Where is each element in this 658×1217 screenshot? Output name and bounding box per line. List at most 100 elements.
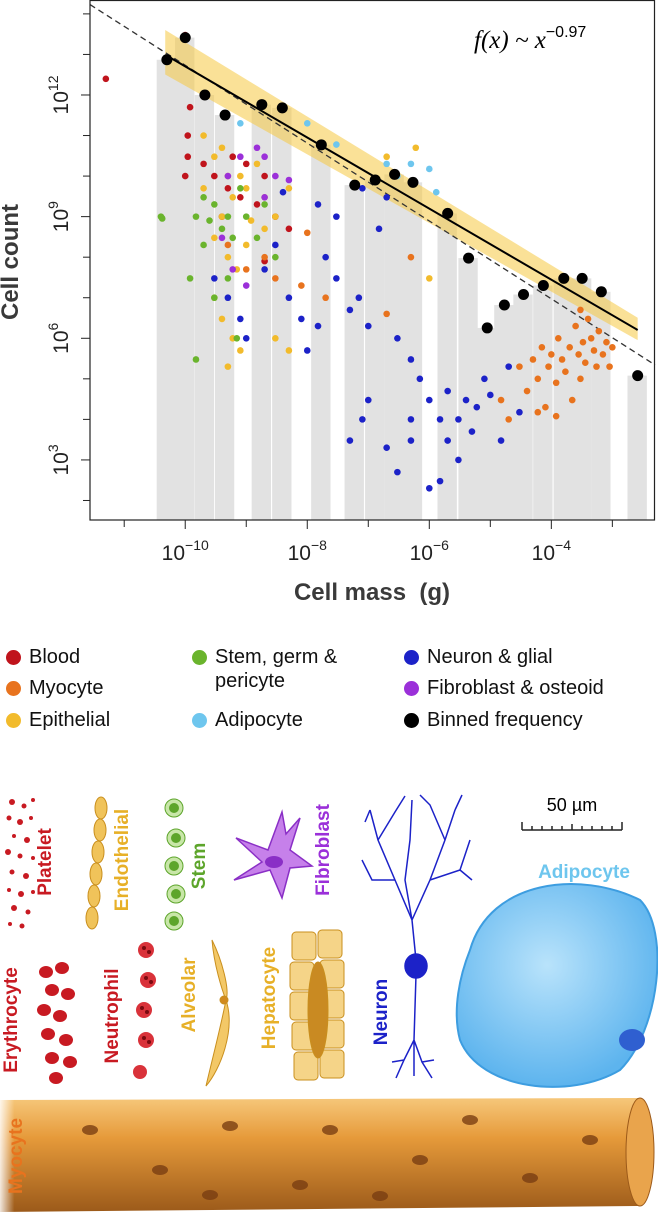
- data-point: [548, 351, 555, 358]
- data-point: [237, 120, 244, 127]
- legend-marker: [6, 681, 21, 696]
- y-tick-label: 106: [45, 322, 73, 353]
- erythrocytes-part: [49, 1072, 63, 1084]
- data-point: [298, 315, 305, 323]
- y-tick-base: 10: [50, 91, 73, 114]
- legend-marker: [404, 650, 419, 665]
- neutrophils: [133, 942, 156, 1079]
- platelets-part: [17, 819, 23, 825]
- histogram-bar: [194, 94, 215, 520]
- neutrophils-part: [140, 972, 156, 988]
- fibroblast-part: [233, 809, 315, 901]
- neutrophils-part: [138, 1032, 154, 1048]
- adipocyte: [455, 883, 658, 1088]
- data-point: [322, 253, 329, 261]
- neutrophils-part: [140, 946, 153, 1044]
- data-point: [523, 387, 531, 395]
- y-tick-exponent: 9: [45, 201, 61, 209]
- erythrocytes-part: [53, 1010, 67, 1022]
- y-tick-base: 10: [50, 330, 73, 353]
- data-point: [407, 437, 415, 444]
- platelets-part: [19, 923, 25, 929]
- illustration-label: Platelet: [35, 828, 56, 896]
- platelets-part: [9, 869, 15, 875]
- illustration-label: Adipocyte: [538, 862, 630, 883]
- platelets-part: [7, 888, 11, 892]
- data-point: [261, 172, 268, 180]
- data-point: [285, 294, 293, 302]
- erythrocytes-part: [37, 1004, 51, 1016]
- neutrophils-part-part: [147, 950, 151, 954]
- legend-label: Blood: [29, 646, 81, 668]
- platelets-part: [17, 853, 23, 859]
- data-point: [407, 356, 415, 363]
- data-point: [463, 252, 475, 264]
- adipocyte-part: [619, 1029, 645, 1051]
- platelets-part: [29, 816, 33, 820]
- data-point: [407, 253, 415, 261]
- data-point: [333, 213, 340, 220]
- alveolar-cells-part: [205, 998, 230, 1087]
- data-point: [412, 144, 420, 152]
- illustration-label: Alveolar: [179, 957, 200, 1033]
- data-point: [161, 54, 173, 66]
- data-point: [558, 272, 570, 284]
- histogram-bar: [627, 375, 647, 520]
- legend-item: Myocyte: [6, 676, 103, 700]
- data-point: [442, 207, 454, 219]
- equation-exponent: −0.97: [546, 24, 587, 41]
- data-point: [224, 172, 232, 180]
- neuron-part: [404, 953, 428, 979]
- data-point: [455, 456, 462, 464]
- data-point: [505, 363, 512, 370]
- data-point: [481, 375, 488, 383]
- data-point: [505, 416, 512, 423]
- data-point: [444, 437, 451, 444]
- data-point: [285, 225, 293, 233]
- data-point: [242, 184, 250, 192]
- illustration-label: Myocyte: [6, 1118, 27, 1194]
- y-axis-title: Cell count: [0, 204, 24, 320]
- histogram-bar: [591, 291, 611, 520]
- platelets-part: [23, 873, 29, 879]
- legend-label: Binned frequency: [427, 709, 583, 731]
- data-point: [276, 102, 288, 114]
- data-point: [272, 172, 279, 180]
- illustration-label: Neuron: [371, 979, 392, 1046]
- x-axis-title: Cell mass (g): [294, 579, 450, 606]
- data-point: [224, 184, 232, 192]
- data-point: [200, 132, 207, 139]
- data-point: [606, 363, 613, 370]
- data-point: [192, 213, 200, 220]
- platelets-part: [31, 890, 35, 894]
- data-point: [261, 153, 268, 161]
- data-point: [436, 477, 444, 485]
- data-point: [219, 109, 231, 121]
- data-point: [211, 153, 218, 161]
- data-point: [237, 153, 244, 161]
- platelets-part: [6, 815, 12, 821]
- endothelial-cells-part: [89, 862, 103, 886]
- legend-marker: [192, 650, 207, 665]
- legend-marker: [6, 713, 21, 728]
- data-point: [534, 375, 542, 383]
- data-point: [285, 347, 293, 354]
- neutrophils-part-part: [144, 976, 148, 980]
- alveolar-cells: [205, 939, 230, 1087]
- y-tick-base: 10: [50, 209, 73, 232]
- adipocyte-part: [455, 883, 658, 1088]
- data-point: [218, 315, 226, 323]
- data-point: [186, 275, 194, 282]
- erythrocytes-part: [45, 984, 59, 996]
- data-point: [383, 310, 390, 318]
- data-point: [554, 334, 562, 342]
- data-point: [407, 176, 419, 188]
- y-tick-label: 109: [45, 201, 73, 232]
- fibroblast: [233, 809, 315, 901]
- data-point: [272, 334, 279, 342]
- legend-item: Stem, germ & pericyte: [192, 645, 340, 693]
- stem-cells-part: [171, 833, 181, 843]
- legend-marker: [192, 713, 207, 728]
- data-point: [545, 363, 552, 370]
